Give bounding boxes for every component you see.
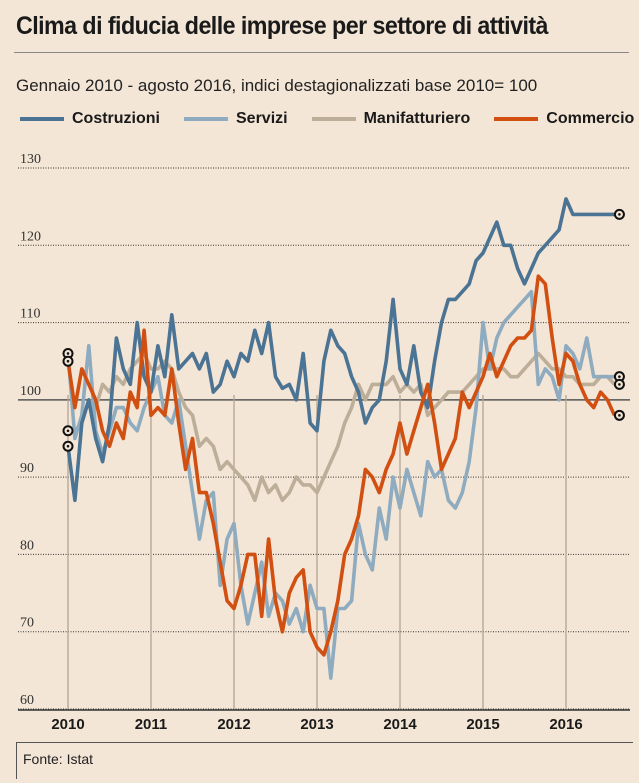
endpoint-marker-dot <box>618 383 621 386</box>
endpoint-marker-dot <box>66 429 70 433</box>
y-tick-label: 80 <box>20 538 34 553</box>
y-tick-label: 90 <box>20 461 34 476</box>
x-tick-label: 2012 <box>217 716 250 733</box>
y-tick-label: 110 <box>20 307 40 322</box>
x-tick-label: 2015 <box>466 716 499 733</box>
legend-swatch <box>184 117 228 121</box>
series-line-servizi <box>66 289 615 680</box>
legend-swatch <box>494 117 539 121</box>
legend-item-manifatturiero: Manifatturiero <box>311 110 471 128</box>
legend-label: Servizi <box>236 110 288 127</box>
y-tick-label: 100 <box>20 384 41 399</box>
legend-swatch <box>20 117 64 121</box>
endpoint-marker-dot <box>66 359 70 363</box>
legend-item-commercio: Commercio <box>494 110 634 128</box>
endpoint-marker-dot <box>66 444 70 448</box>
x-tick-label: 2014 <box>383 716 417 733</box>
legend-item-costruzioni: Costruzioni <box>20 110 160 128</box>
title-divider <box>14 52 629 53</box>
legend-label: Costruzioni <box>72 110 160 127</box>
endpoint-marker-dot <box>66 352 70 355</box>
y-tick-label: 70 <box>20 616 34 631</box>
x-tick-label: 2016 <box>549 716 582 733</box>
x-tick-label: 2011 <box>135 716 168 733</box>
endpoint-marker-dot <box>618 375 621 378</box>
x-tick-label: 2013 <box>300 716 333 733</box>
series-line-costruzioni <box>66 197 615 503</box>
y-tick-label: 130 <box>20 152 41 167</box>
series-line-commercio <box>66 274 617 657</box>
footer: Fonte: Istat <box>16 742 633 779</box>
x-tick-label: 2010 <box>51 716 84 733</box>
chart-subtitle: Gennaio 2010 - agosto 2016, indici desta… <box>16 76 538 95</box>
legend-label: Commercio <box>546 110 635 127</box>
source-note: Fonte: Istat <box>23 751 94 767</box>
legend-item-servizi: Servizi <box>184 110 288 128</box>
legend: Costruzioni Servizi Manifatturiero Commerci… <box>20 110 639 128</box>
endpoint-marker-dot <box>618 213 621 216</box>
chart-title: Clima di fiducia delle imprese per setto… <box>16 12 548 40</box>
y-tick-label: 120 <box>20 229 41 244</box>
series-line-manifatturiero <box>68 351 616 503</box>
legend-label: Manifatturiero <box>363 110 471 127</box>
endpoint-marker-dot <box>618 414 621 417</box>
y-tick-label: 60 <box>20 693 34 708</box>
legend-swatch <box>311 117 356 121</box>
